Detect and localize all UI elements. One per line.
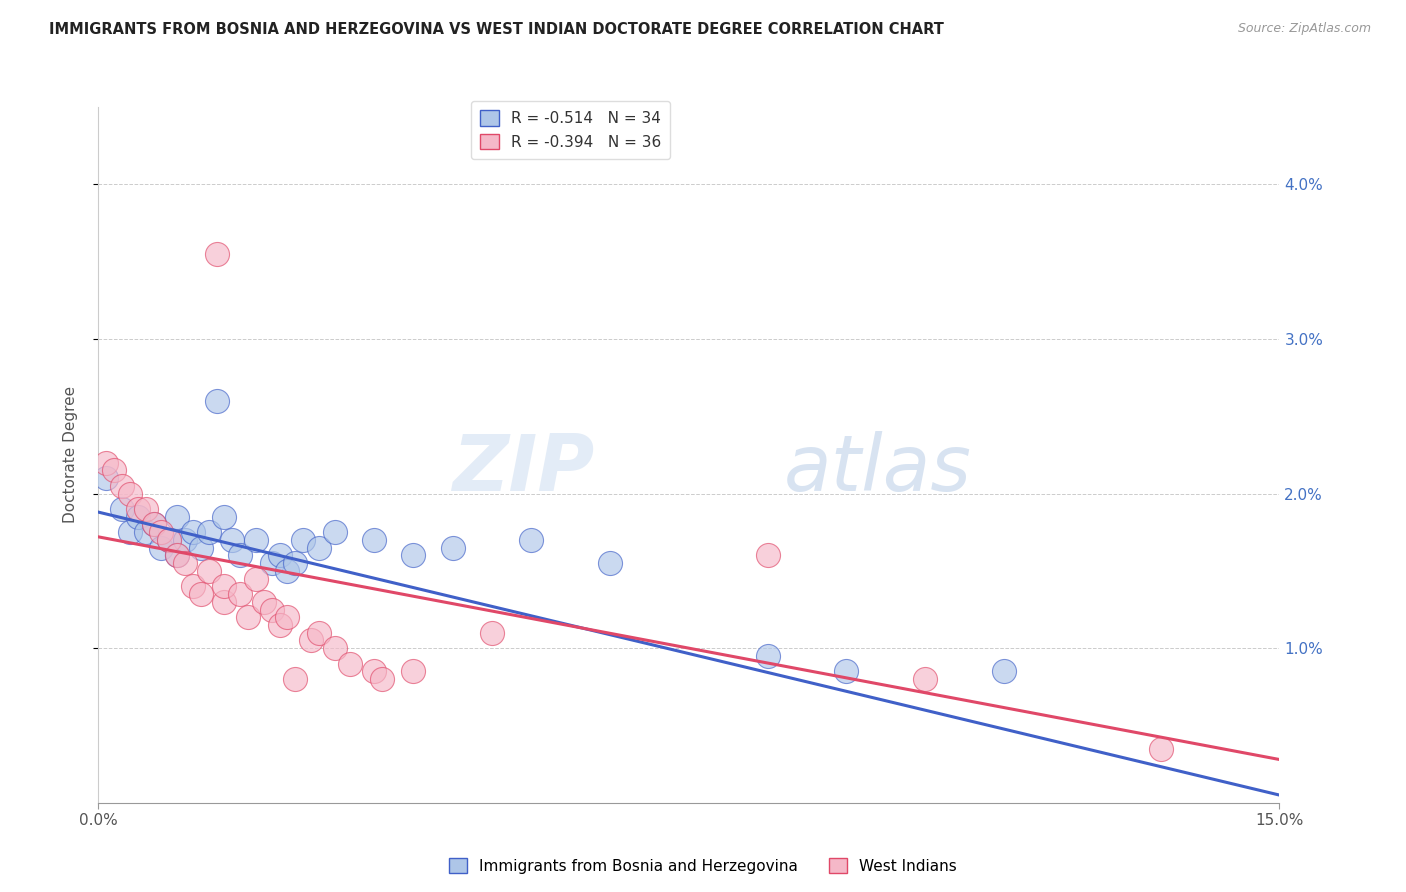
Point <box>135 502 157 516</box>
Text: IMMIGRANTS FROM BOSNIA AND HERZEGOVINA VS WEST INDIAN DOCTORATE DEGREE CORRELATI: IMMIGRANTS FROM BOSNIA AND HERZEGOVINA V… <box>49 22 943 37</box>
Point <box>166 509 188 524</box>
Point <box>181 579 204 593</box>
Point <box>402 665 425 679</box>
Point <box>166 549 188 563</box>
Point <box>276 610 298 624</box>
Point <box>993 665 1015 679</box>
Point <box>214 595 236 609</box>
Point <box>402 549 425 563</box>
Point <box>276 564 298 578</box>
Point <box>205 393 228 408</box>
Point <box>118 486 141 500</box>
Point <box>103 463 125 477</box>
Point <box>96 471 118 485</box>
Point <box>150 525 173 540</box>
Point <box>127 509 149 524</box>
Legend: Immigrants from Bosnia and Herzegovina, West Indians: Immigrants from Bosnia and Herzegovina, … <box>443 852 963 880</box>
Point <box>174 533 197 547</box>
Point <box>142 517 165 532</box>
Point <box>914 672 936 686</box>
Point <box>190 587 212 601</box>
Point <box>150 541 173 555</box>
Point <box>441 541 464 555</box>
Point <box>229 587 252 601</box>
Point <box>363 533 385 547</box>
Point <box>214 509 236 524</box>
Point <box>245 533 267 547</box>
Text: ZIP: ZIP <box>453 431 595 507</box>
Point <box>284 556 307 570</box>
Point <box>245 572 267 586</box>
Point <box>236 610 259 624</box>
Point <box>253 595 276 609</box>
Point <box>118 525 141 540</box>
Point <box>197 525 219 540</box>
Point <box>835 665 858 679</box>
Point <box>96 456 118 470</box>
Point <box>599 556 621 570</box>
Point <box>520 533 543 547</box>
Point <box>269 549 291 563</box>
Text: atlas: atlas <box>783 431 972 507</box>
Point <box>157 533 180 547</box>
Point <box>142 517 165 532</box>
Point <box>260 602 283 616</box>
Point <box>205 247 228 261</box>
Point <box>190 541 212 555</box>
Point <box>323 641 346 656</box>
Point <box>284 672 307 686</box>
Point <box>174 556 197 570</box>
Point <box>323 525 346 540</box>
Point <box>756 648 779 663</box>
Point <box>481 625 503 640</box>
Point <box>229 549 252 563</box>
Point <box>214 579 236 593</box>
Point <box>260 556 283 570</box>
Point <box>181 525 204 540</box>
Point <box>127 502 149 516</box>
Point <box>756 549 779 563</box>
Point <box>308 541 330 555</box>
Point <box>339 657 361 671</box>
Point <box>197 564 219 578</box>
Legend: R = -0.514   N = 34, R = -0.394   N = 36: R = -0.514 N = 34, R = -0.394 N = 36 <box>471 101 671 159</box>
Point <box>166 549 188 563</box>
Point <box>308 625 330 640</box>
Text: Source: ZipAtlas.com: Source: ZipAtlas.com <box>1237 22 1371 36</box>
Point <box>299 633 322 648</box>
Point <box>221 533 243 547</box>
Point <box>157 533 180 547</box>
Point <box>371 672 394 686</box>
Point <box>363 665 385 679</box>
Point <box>269 618 291 632</box>
Point <box>111 502 134 516</box>
Point <box>292 533 315 547</box>
Point <box>1150 741 1173 756</box>
Y-axis label: Doctorate Degree: Doctorate Degree <box>63 386 77 524</box>
Point <box>111 479 134 493</box>
Point <box>135 525 157 540</box>
